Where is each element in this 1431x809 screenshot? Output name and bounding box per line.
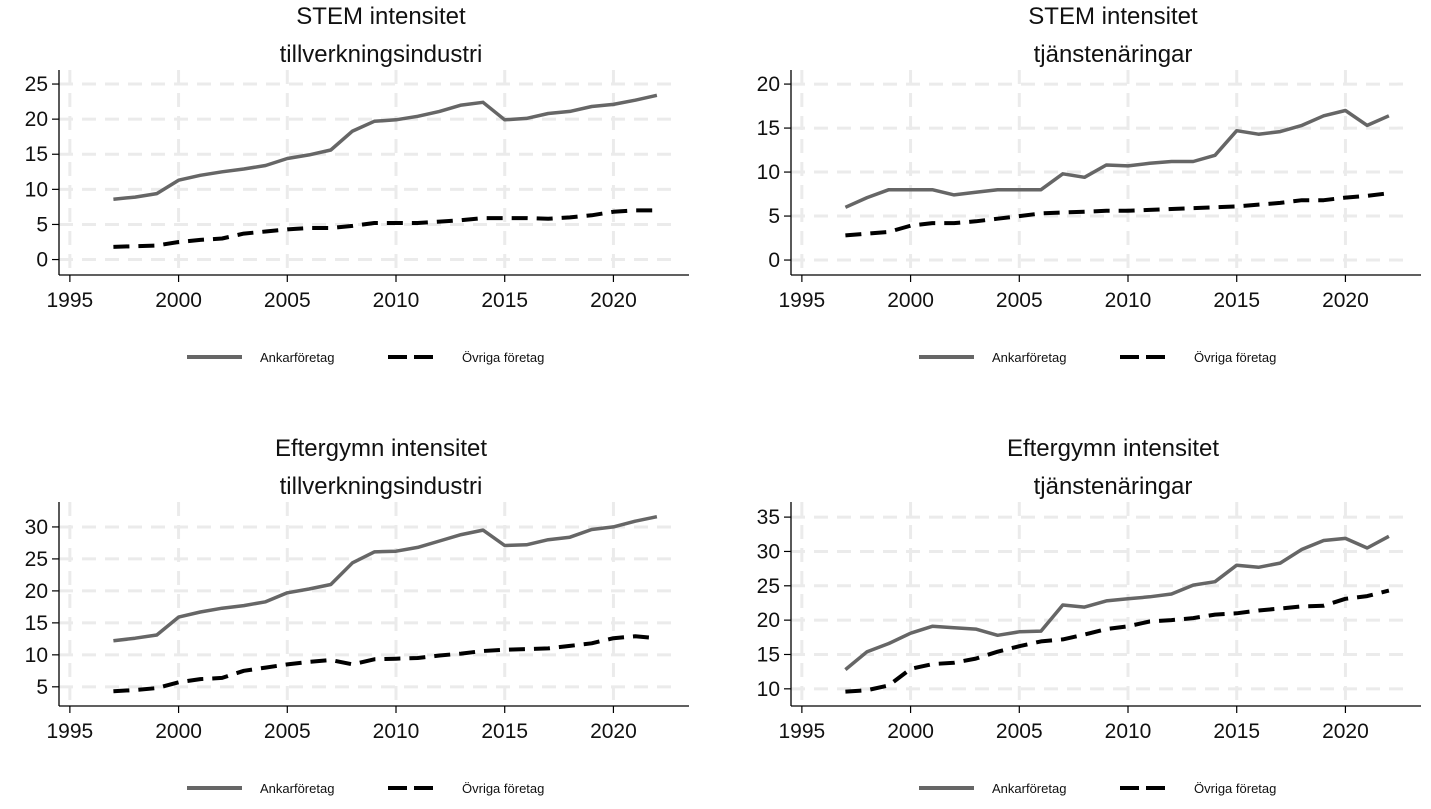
x-tick-label: 1995 [779,289,826,312]
grid [791,502,1411,706]
x-tick-label: 2000 [155,289,202,312]
series-line-ovriga-foretag [113,208,657,249]
x-tick-label: 2015 [1213,289,1260,312]
x-tick-label: 2010 [373,720,420,743]
legend: Ankarföretag Övriga företag [187,350,544,365]
chart-panel-stem-manufacturing: STEM intensitet tillverkningsindustri 0 5 10… [0,0,715,404]
legend: Ankarföretag Övriga företag [919,350,1276,365]
chart-subtitle: tjänstenäringar [1034,41,1193,68]
x-tick-label: 2015 [1213,720,1260,743]
x-tick-label: 2005 [996,720,1043,743]
legend: Ankarföretag Övriga företag [919,781,1276,796]
y-tick-label: 15 [25,612,48,635]
y-tick-label: 0 [768,249,780,272]
series-line-ankarforetag [113,93,658,201]
x-tick-label: 2010 [373,289,420,312]
legend-label-ankarforetag: Ankarföretag [992,781,1066,796]
x-tick-label: 2015 [481,289,528,312]
series-line-ovriga-foretag [113,634,658,694]
y-tick-label: 20 [757,73,780,96]
series-line-ankarforetag [113,514,658,643]
y-tick-label: 15 [757,117,780,140]
series-line-ankarforetag [844,108,1390,209]
legend-label-ovriga-foretag: Övriga företag [1194,781,1276,796]
chart-subtitle: tillverkningsindustri [280,41,483,68]
y-tick-label: 30 [25,516,48,539]
y-tick-label: 35 [757,506,780,529]
y-tick-label: 10 [757,161,780,184]
chart-title: STEM intensitet [1028,3,1198,30]
series-line-ankarforetag [844,534,1390,671]
x-tick-label: 2020 [1322,720,1369,743]
grid [59,502,679,706]
chart-title: Eftergymn intensitet [275,435,487,462]
x-tick-label: 2000 [887,720,934,743]
chart-title: Eftergymn intensitet [1007,435,1219,462]
x-tick-label: 2005 [264,289,311,312]
chart-stem-services: STEM intensitet tjänstenäringar 0 5 10 15 20 19… [757,3,1421,365]
grid [791,70,1411,275]
y-tick-label: 15 [25,143,48,166]
y-tick-label: 10 [25,178,48,201]
y-tick-label: 10 [25,644,48,667]
chart-postsec-manufacturing: Eftergymn intensitet tillverkningsindustr… [25,435,689,796]
x-tick-label: 2000 [155,720,202,743]
chart-panel-postsec-manufacturing: Eftergymn intensitet tillverkningsindustr… [0,404,715,808]
chart-panel-stem-services: STEM intensitet tjänstenäringar 0 5 10 15 20 19… [732,0,1431,404]
y-tick-label: 10 [757,678,780,701]
chart-postsec-services: Eftergymn intensitet tjänstenäringar 10 15 2… [757,435,1421,796]
y-tick-label: 20 [25,580,48,603]
x-tick-label: 1995 [47,720,94,743]
x-tick-label: 2015 [481,720,528,743]
legend-label-ovriga-foretag: Övriga företag [1194,350,1276,365]
x-tick-label: 2020 [590,720,637,743]
legend-label-ankarforetag: Ankarföretag [992,350,1066,365]
x-tick-label: 2010 [1105,720,1152,743]
legend-label-ankarforetag: Ankarföretag [260,781,334,796]
series-line-ovriga-foretag [845,191,1390,238]
y-tick-label: 25 [25,548,48,571]
chart-title: STEM intensitet [296,3,466,30]
chart-panel-postsec-services: Eftergymn intensitet tjänstenäringar 10 15 2… [732,404,1431,808]
x-tick-label: 2020 [590,289,637,312]
legend-label-ovriga-foretag: Övriga företag [462,350,544,365]
y-tick-label: 5 [36,676,48,699]
y-tick-label: 20 [757,609,780,632]
y-tick-label: 5 [768,205,780,228]
x-tick-label: 2000 [887,289,934,312]
y-tick-label: 20 [25,108,48,131]
series-line-ovriga-foretag [845,588,1390,694]
y-tick-label: 25 [757,575,780,598]
y-tick-label: 15 [757,643,780,666]
chart-subtitle: tillverkningsindustri [280,473,483,500]
y-tick-label: 5 [36,213,48,236]
x-tick-label: 1995 [779,720,826,743]
y-tick-label: 30 [757,540,780,563]
legend-label-ankarforetag: Ankarföretag [260,350,334,365]
chart-subtitle: tjänstenäringar [1034,473,1193,500]
x-tick-label: 2005 [264,720,311,743]
x-tick-label: 2005 [996,289,1043,312]
x-tick-label: 2020 [1322,289,1369,312]
x-tick-label: 2010 [1105,289,1152,312]
legend-label-ovriga-foretag: Övriga företag [462,781,544,796]
chart-stem-manufacturing: STEM intensitet tillverkningsindustri 0 5 10… [25,3,689,365]
legend: Ankarföretag Övriga företag [187,781,544,796]
y-tick-label: 25 [25,73,48,96]
x-tick-label: 1995 [47,289,94,312]
y-tick-label: 0 [36,249,48,272]
